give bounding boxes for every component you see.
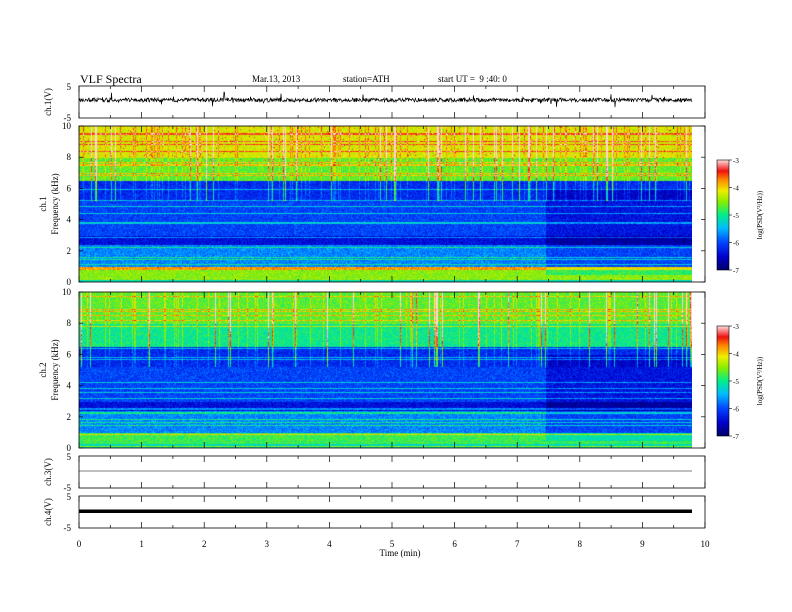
ch2-ylabel-frequency: Frequency (kHz): [50, 339, 60, 400]
colorbar-tick-label: -4: [733, 185, 739, 193]
freq-tick-label: 8: [67, 318, 72, 328]
panel-ch1-waveform: 5 -5 ch.1(V): [43, 82, 706, 123]
station-label: station=ATH: [343, 74, 390, 84]
freq-tick-label: 4: [67, 381, 72, 391]
colorbar-tick-label: -7: [733, 267, 739, 275]
freq-tick-label: 4: [67, 215, 72, 225]
freq-tick-label: 0: [67, 443, 72, 453]
ch3-ylabel: ch.3(V): [43, 458, 53, 486]
ch3-y-tick-top: 5: [67, 452, 72, 462]
colorbar-ch1: -3 -4 -5 -6 -7 log(PSD(V²/Hz)): [716, 157, 764, 275]
ch1-ylabel-frequency: Frequency (kHz): [50, 173, 60, 234]
date-label: Mar.13, 2013: [252, 74, 301, 84]
colorbar-tick-label: -6: [733, 406, 739, 414]
panel-ch2-spectrogram: 0 2 4 6 8 10 ch.2 Frequency (kHz): [38, 287, 706, 453]
freq-tick-label: 10: [62, 121, 72, 131]
x-tick-label: 8: [578, 539, 583, 549]
x-tick-label: 6: [452, 539, 457, 549]
ch2-ylabel-channel: ch.2: [38, 362, 48, 377]
ch2-spectrogram-heatmap: [79, 292, 692, 448]
x-tick-label: 2: [202, 539, 207, 549]
ch1-y-tick-top: 5: [67, 82, 72, 92]
colorbar-ticks: -3 -4 -5 -6 -7: [729, 323, 739, 441]
ch1-waveform-line: [78, 91, 693, 108]
ch4-ylabel: ch.4(V): [43, 498, 53, 526]
time-ticks: [78, 86, 706, 528]
ch1-ylabel: ch.1(V): [43, 88, 53, 116]
colorbar-gradient: [716, 325, 730, 437]
x-tick-label: 7: [515, 539, 520, 549]
x-tick-label: 9: [640, 539, 645, 549]
spectrogram-image: [79, 292, 692, 448]
freq-tick-label: 0: [67, 277, 72, 287]
x-tick-label: 10: [701, 539, 711, 549]
chart-title: VLF Spectra: [80, 72, 142, 86]
x-tick-label: 5: [390, 539, 395, 549]
colorbar-label: log(PSD(V²/Hz)): [756, 190, 764, 239]
ch2-freq-ticks: 0 2 4 6 8 10: [62, 287, 705, 453]
colorbar-label: log(PSD(V²/Hz)): [756, 356, 764, 405]
spectrogram-image: [79, 126, 692, 282]
x-tick-label: 0: [77, 539, 82, 549]
panel-ch3-waveform: 5 -5 ch.3(V): [43, 452, 706, 493]
colorbar-tick-label: -5: [733, 212, 739, 220]
ch4-waveform-band: [79, 509, 692, 513]
colorbar-tick-label: -3: [733, 157, 739, 165]
colorbar-tick-label: -5: [733, 378, 739, 386]
ch1-freq-ticks: 0 2 4 6 8 10: [62, 121, 705, 287]
freq-tick-label: 6: [67, 183, 72, 193]
ch3-y-tick-bottom: -5: [64, 483, 72, 493]
ch1-y-tick-bottom: -5: [64, 113, 72, 123]
colorbar-ch2: -3 -4 -5 -6 -7 log(PSD(V²/Hz)): [716, 323, 764, 441]
ch1-ylabel-channel: ch.1: [38, 196, 48, 211]
start-time-label: start UT = 9 :40: 0: [438, 74, 507, 84]
freq-tick-label: 2: [67, 246, 72, 256]
colorbar-ticks: -3 -4 -5 -6 -7: [729, 157, 739, 275]
x-tick-label: 1: [139, 539, 144, 549]
colorbar-tick-label: -7: [733, 433, 739, 441]
freq-tick-label: 2: [67, 412, 72, 422]
x-tick-label: 4: [327, 539, 332, 549]
panel-ch4-waveform: 5 -5 ch.4(V): [43, 492, 706, 533]
panel-ch1-spectrogram: 0 2 4 6 8 10 ch.1 Frequency (kHz): [38, 121, 706, 287]
freq-tick-label: 8: [67, 152, 72, 162]
x-axis-label: Time (min): [380, 548, 421, 558]
ch1-spectrogram-heatmap: [79, 126, 692, 282]
freq-tick-label: 10: [62, 287, 72, 297]
freq-tick-label: 6: [67, 349, 72, 359]
x-axis-tick-labels: 0 1 2 3 4 5 6 7 8 9 10: [77, 539, 710, 549]
colorbar-gradient: [716, 159, 730, 271]
x-tick-label: 3: [265, 539, 270, 549]
colorbar-tick-label: -4: [733, 351, 739, 359]
colorbar-tick-label: -3: [733, 323, 739, 331]
ch4-y-tick-bottom: -5: [64, 523, 72, 533]
ch4-y-tick-top: 5: [67, 492, 72, 502]
colorbar-tick-label: -6: [733, 240, 739, 248]
